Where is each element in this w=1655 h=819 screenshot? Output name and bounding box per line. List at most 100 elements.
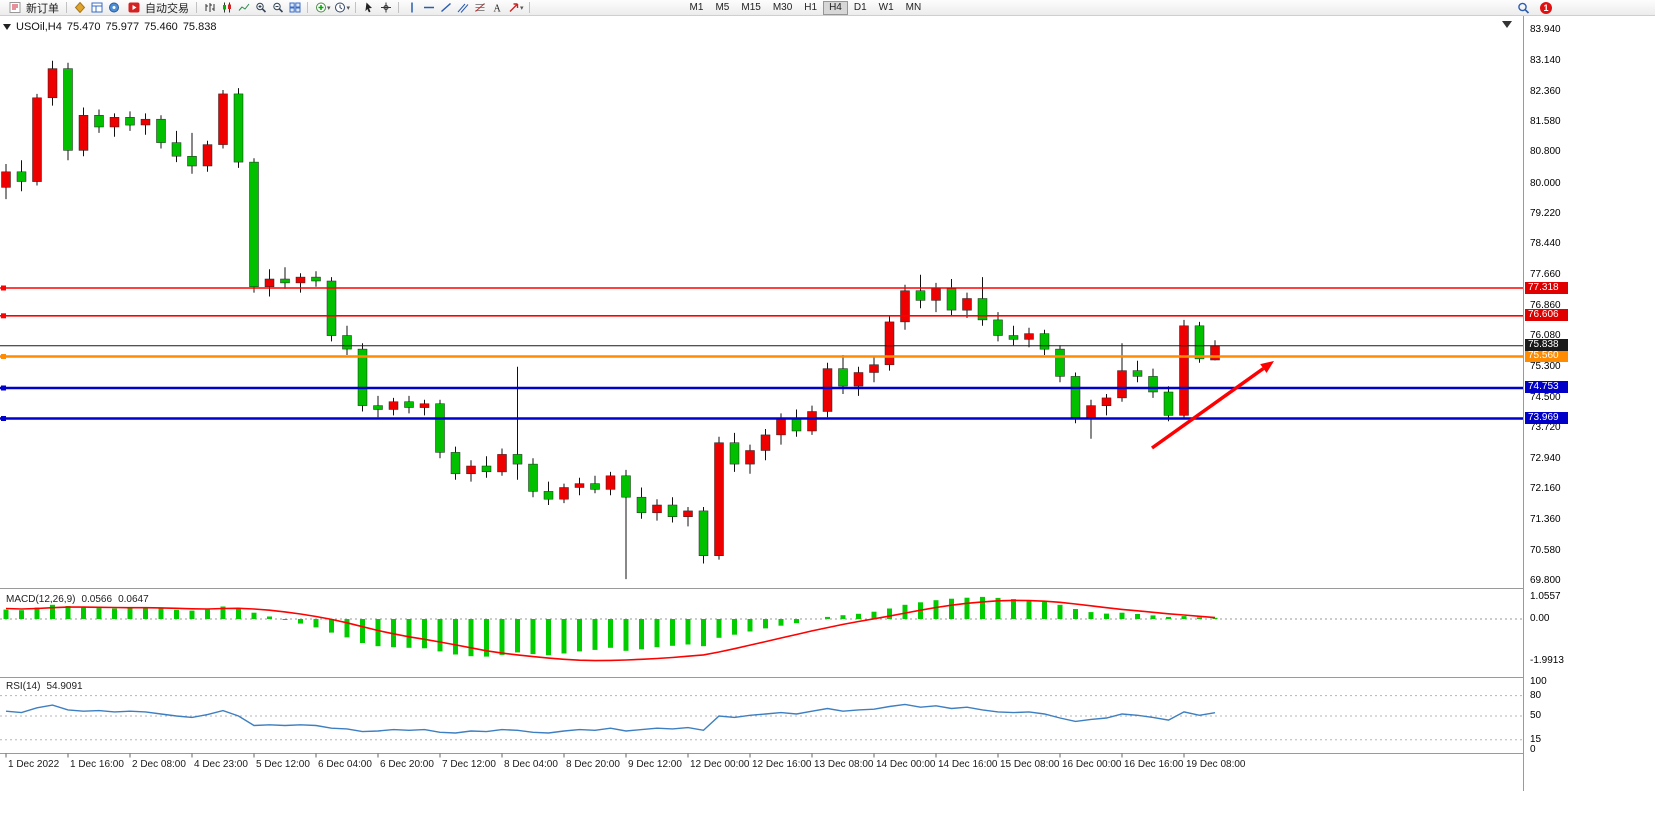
vertical-line-icon[interactable] [403, 1, 420, 15]
timeframe-button-d1[interactable]: D1 [848, 1, 873, 15]
svg-text:19 Dec 08:00: 19 Dec 08:00 [1186, 759, 1246, 770]
arrows-caret-icon[interactable]: ▾ [520, 4, 524, 12]
macd-scale-tick: 0.00 [1530, 613, 1550, 624]
svg-text:8 Dec 20:00: 8 Dec 20:00 [566, 759, 620, 770]
crosshair-icon[interactable] [377, 1, 394, 15]
svg-text:1 Dec 2022: 1 Dec 2022 [8, 759, 60, 770]
timeframe-button-h4[interactable]: H4 [823, 0, 848, 15]
rsi-panel[interactable] [0, 695, 1523, 741]
macd-label: MACD(12,26,9) 0.0566 0.0647 [6, 594, 149, 605]
text-icon[interactable]: A [488, 1, 505, 15]
fibonacci-icon[interactable] [471, 1, 488, 15]
price-tag: 76.606 [1525, 309, 1568, 322]
arrows-icon[interactable] [505, 1, 522, 15]
trend-arrow[interactable] [1150, 361, 1274, 450]
price-tag: 77.318 [1525, 281, 1568, 294]
indicators-icon[interactable] [312, 1, 329, 15]
period-caret-icon[interactable]: ▾ [346, 4, 351, 12]
price-tag: 74.753 [1525, 381, 1568, 394]
timeframe-button-mn[interactable]: MN [900, 1, 928, 15]
price-tick: 73.720 [1530, 422, 1561, 434]
zoom-in-icon[interactable] [252, 1, 269, 15]
time-axis: 1 Dec 2022 1 Dec 16:00 2 Dec 08:00 4 Dec 23… [5, 753, 1246, 770]
timeframe-button-m15[interactable]: M15 [735, 1, 766, 15]
price-tick: 78.440 [1530, 238, 1561, 250]
svg-text:7 Dec 12:00: 7 Dec 12:00 [442, 759, 496, 770]
timeframe-group: M1 M5 M15 M30 H1 H4 D1 W1 MN [684, 0, 928, 15]
navigator-icon[interactable] [105, 1, 122, 15]
chart-high: 75.977 [105, 21, 140, 33]
chart-canvas[interactable]: 1 Dec 2022 1 Dec 16:00 2 Dec 08:00 4 Dec 23… [0, 16, 1523, 775]
svg-text:13 Dec 08:00: 13 Dec 08:00 [814, 759, 874, 770]
svg-text:16 Dec 00:00: 16 Dec 00:00 [1062, 759, 1122, 770]
rsi-scale-tick: 50 [1530, 710, 1542, 721]
svg-text:1 Dec 16:00: 1 Dec 16:00 [70, 759, 124, 770]
zoom-out-icon[interactable] [269, 1, 286, 15]
cursor-icon[interactable] [360, 1, 377, 15]
new-order-button[interactable]: 新订单 [3, 1, 62, 15]
panel-dividers [0, 588, 1523, 754]
chart-shift-marker-icon[interactable] [1502, 21, 1512, 28]
candlestick-icon[interactable] [218, 1, 235, 15]
timeframe-button-h1[interactable]: H1 [798, 1, 823, 15]
svg-text:14 Dec 00:00: 14 Dec 00:00 [876, 759, 936, 770]
timeframe-button-m5[interactable]: M5 [709, 1, 735, 15]
macd-scale-tick: -1.9913 [1530, 654, 1564, 666]
horizontal-line-icon[interactable] [420, 1, 437, 15]
price-tag: 73.969 [1525, 412, 1568, 425]
svg-text:16 Dec 16:00: 16 Dec 16:00 [1124, 759, 1184, 770]
autotrading-label: 自动交易 [145, 2, 189, 15]
trendline-icon[interactable] [437, 1, 454, 15]
channel-icon[interactable] [454, 1, 471, 15]
rsi-scale-tick: 0 [1530, 744, 1536, 755]
candles-layer[interactable] [1, 60, 1220, 580]
svg-text:12 Dec 00:00: 12 Dec 00:00 [690, 759, 750, 770]
price-tick: 76.860 [1530, 299, 1561, 311]
macd-signal-value: 0.0647 [118, 594, 149, 605]
price-tick: 72.940 [1530, 452, 1561, 464]
price-tick: 74.500 [1530, 391, 1561, 403]
timeframe-button-m30[interactable]: M30 [767, 1, 798, 15]
timeframe-button-m1[interactable]: M1 [684, 1, 710, 15]
market-watch-icon[interactable] [71, 1, 88, 15]
line-chart-icon[interactable] [235, 1, 252, 15]
new-order-icon [6, 1, 23, 15]
price-tick: 77.660 [1530, 268, 1561, 280]
bar-chart-icon[interactable] [201, 1, 218, 15]
svg-text:12 Dec 16:00: 12 Dec 16:00 [752, 759, 812, 770]
toolbar-separator [66, 2, 67, 13]
chart-low: 75.460 [144, 21, 178, 33]
rsi-label: RSI(14) 54.9091 [6, 681, 83, 692]
autotrading-icon [125, 1, 142, 15]
svg-text:6 Dec 20:00: 6 Dec 20:00 [380, 759, 434, 770]
price-tick: 70.580 [1530, 544, 1561, 556]
price-axis[interactable]: 83.940 83.140 82.360 81.580 80.800 80.000 79.2… [1523, 16, 1655, 791]
macd-panel[interactable] [0, 596, 1523, 662]
chart-symbol: USOil,H4 [16, 21, 62, 33]
hline-objects[interactable] [0, 285, 1523, 422]
chart-plot[interactable]: 1 Dec 2022 1 Dec 16:00 2 Dec 08:00 4 Dec 23… [0, 16, 1523, 791]
price-tag: 75.560 [1525, 350, 1568, 363]
notification-badge[interactable]: 1 [1540, 1, 1552, 14]
price-tick: 80.800 [1530, 146, 1561, 158]
search-icon[interactable] [1515, 1, 1532, 15]
svg-text:5 Dec 12:00: 5 Dec 12:00 [256, 759, 310, 770]
toolbar-separator [528, 2, 530, 13]
toolbar: 新订单 自动交易 [0, 0, 1655, 16]
rsi-scale-tick: 15 [1530, 733, 1542, 745]
tile-windows-icon[interactable] [286, 1, 303, 15]
price-tick: 69.800 [1530, 575, 1561, 586]
toolbar-separator [398, 2, 400, 13]
svg-text:2 Dec 08:00: 2 Dec 08:00 [132, 759, 186, 770]
price-tick: 82.360 [1530, 85, 1561, 97]
period-clock-icon[interactable] [332, 1, 349, 15]
new-order-label: 新订单 [26, 2, 59, 15]
data-window-icon[interactable] [88, 1, 105, 15]
oneclick-collapse-icon[interactable] [3, 24, 11, 30]
svg-text:A: A [493, 4, 501, 14]
toolbar-right-group: 1 [1515, 1, 1552, 15]
chart-open: 75.470 [66, 21, 101, 33]
autotrading-button[interactable]: 自动交易 [122, 1, 192, 15]
timeframe-button-w1[interactable]: W1 [873, 1, 900, 15]
indicators-caret-icon[interactable]: ▾ [327, 4, 331, 12]
